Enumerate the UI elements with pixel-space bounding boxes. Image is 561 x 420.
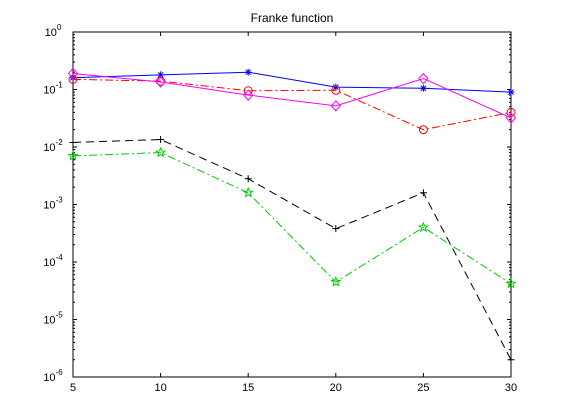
- data-point: [243, 89, 254, 101]
- series-layer: [67, 67, 517, 364]
- data-point: [157, 136, 165, 144]
- data-point: [330, 276, 342, 287]
- series-1: [69, 68, 515, 96]
- data-point: [330, 100, 341, 112]
- x-tick-label: 5: [70, 382, 76, 394]
- data-point: [506, 107, 516, 117]
- data-point: [332, 225, 340, 233]
- data-point: [418, 72, 429, 85]
- data-point: [507, 88, 515, 96]
- data-point: [67, 67, 79, 80]
- data-point: [244, 68, 252, 76]
- y-tick-label: 10-2: [43, 138, 63, 154]
- series-3: [67, 67, 517, 124]
- x-tick-label: 25: [417, 382, 429, 394]
- data-point: [419, 84, 427, 92]
- data-point: [157, 71, 165, 79]
- y-tick-label: 10-1: [43, 81, 63, 97]
- x-tick-label: 30: [505, 382, 517, 394]
- data-point: [332, 83, 340, 91]
- series-line: [72, 152, 512, 285]
- data-point: [505, 112, 517, 124]
- y-tick-label: 10-4: [43, 253, 63, 269]
- data-point: [155, 76, 166, 88]
- series-line: [72, 78, 512, 131]
- data-point: [418, 125, 428, 135]
- x-tick-label: 20: [330, 382, 342, 394]
- series-line: [72, 139, 512, 360]
- y-tick-label: 100: [45, 23, 62, 39]
- data-point: [507, 356, 515, 364]
- data-point: [242, 186, 254, 198]
- data-point: [244, 175, 252, 183]
- x-tick-label: 10: [154, 382, 166, 394]
- series-line: [72, 71, 512, 93]
- data-point: [68, 74, 78, 84]
- data-point: [419, 189, 427, 197]
- series-line: [72, 72, 512, 119]
- data-point: [69, 138, 77, 146]
- y-tick-label: 10-3: [43, 196, 63, 212]
- x-tick-label: 15: [242, 382, 254, 394]
- data-point: [505, 277, 517, 289]
- y-tick-label: 10-6: [43, 368, 63, 384]
- chart-title: Franke function: [251, 11, 334, 25]
- series-5: [67, 146, 517, 289]
- data-point: [331, 85, 341, 95]
- data-point: [417, 221, 429, 233]
- data-point: [67, 150, 79, 161]
- series-4: [69, 136, 515, 364]
- y-tick-label: 10-5: [43, 311, 63, 327]
- plot-area: [72, 31, 512, 378]
- axes: 5 10 15 20 25 30 100 10-1 10-2 10-3 10-4 10-5 10-6: [43, 23, 517, 394]
- data-point: [155, 146, 167, 158]
